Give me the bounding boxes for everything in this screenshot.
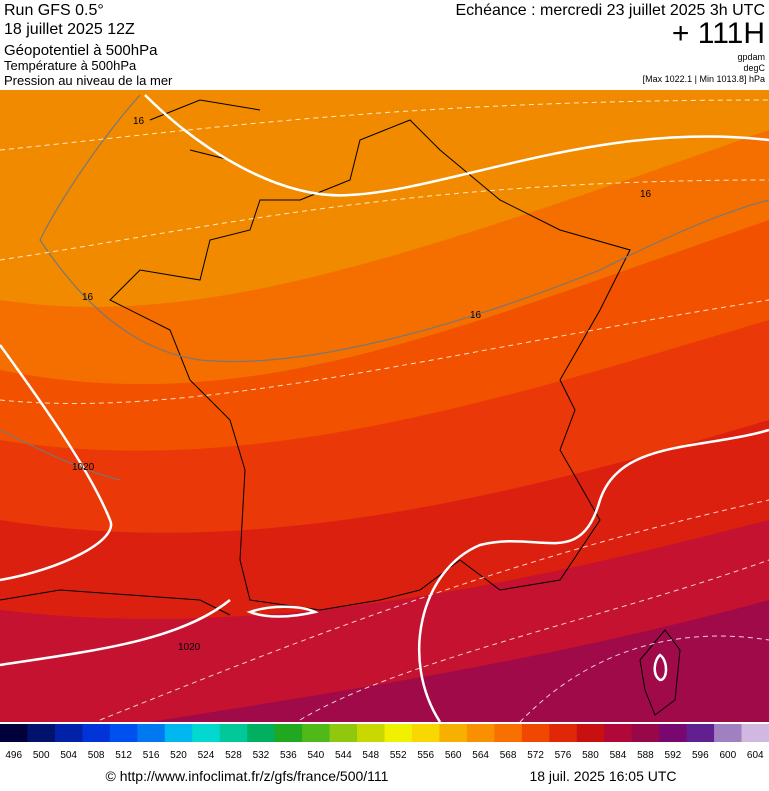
temperature <box>0 99 769 723</box>
coastline <box>0 99 681 716</box>
coastline <box>109 119 631 611</box>
color-swatch <box>357 724 385 742</box>
colorbar-label: 568 <box>500 750 517 761</box>
colorbar-label: 572 <box>527 750 544 761</box>
colorbar-label: 496 <box>5 750 22 761</box>
colorbar-label: 552 <box>390 750 407 761</box>
colorbar-label: 580 <box>582 750 599 761</box>
colorbar-label: 504 <box>60 750 77 761</box>
color-swatch <box>54 724 83 742</box>
geopotential <box>0 429 121 481</box>
contour-label: 16 <box>133 116 145 127</box>
geopotential <box>39 94 769 363</box>
color-swatch <box>714 724 743 742</box>
colorbar: 496 500 504 508 512 516 520 524 528 532 536 540 544 5… <box>0 724 769 761</box>
color-swatch <box>686 724 715 742</box>
colorbar-label: 588 <box>637 750 654 761</box>
colorbar-label: 548 <box>362 750 379 761</box>
pressure-range: [Max 1022.1 | Min 1013.8] hPa <box>643 74 765 84</box>
colorbar-label: 512 <box>115 750 132 761</box>
color-swatch <box>27 724 56 742</box>
colorbar-label: 524 <box>198 750 215 761</box>
isobar <box>144 94 769 197</box>
color-swatch <box>466 724 495 742</box>
color-swatch <box>109 724 138 742</box>
unit: degC <box>743 63 765 73</box>
colorbar-label: 520 <box>170 750 187 761</box>
map: 16 16 16 16 1020 1020 <box>0 90 769 723</box>
color-swatch <box>439 724 468 742</box>
colorbar-label: 500 <box>33 750 50 761</box>
color-swatch <box>219 724 248 742</box>
colorbar-label: 564 <box>472 750 489 761</box>
colorbar-label: 592 <box>665 750 682 761</box>
run: Run GFS 0.5° <box>4 2 104 19</box>
valid-time: Echéance : mercredi 23 juillet 2025 3h U… <box>456 2 766 19</box>
unit: gpdam <box>737 52 765 62</box>
contour-label: 1020 <box>72 462 95 473</box>
isobar <box>0 599 231 667</box>
colorbar-label: 560 <box>445 750 462 761</box>
isobar <box>418 428 769 723</box>
contour-label: 1020 <box>178 642 201 653</box>
colorbar-label: 576 <box>555 750 572 761</box>
color-swatch <box>247 724 276 742</box>
color-swatch <box>659 724 688 742</box>
colorbar-label: 596 <box>692 750 709 761</box>
color-swatch <box>302 724 331 742</box>
colorbar-label: 556 <box>417 750 434 761</box>
source-url: © http://www.infoclimat.fr/z/gfs/france/… <box>106 768 389 784</box>
color-swatch <box>192 724 221 742</box>
run-date: 18 juillet 2025 12Z <box>4 21 135 38</box>
color-swatch <box>274 724 303 742</box>
colorbar-label: 516 <box>143 750 160 761</box>
isobar <box>246 605 668 682</box>
contour-label: 16 <box>470 310 482 321</box>
color-swatch <box>494 724 523 742</box>
colorbar-label: 540 <box>307 750 324 761</box>
color-swatch <box>521 724 550 742</box>
header: Run GFS 0.5° 18 juillet 2025 12Z Géopote… <box>4 2 766 88</box>
colorbar-label: 536 <box>280 750 297 761</box>
colorbar-label: 508 <box>88 750 105 761</box>
color-swatch <box>137 724 166 742</box>
isobar <box>0 344 113 582</box>
color-swatch <box>741 724 769 742</box>
color-swatch <box>604 724 633 742</box>
color-swatch <box>82 724 111 742</box>
color-swatch <box>549 724 578 742</box>
colorbar-label: 600 <box>719 750 736 761</box>
contour-label: 16 <box>82 292 94 303</box>
color-swatch <box>0 724 28 742</box>
field: Géopotentiel à 500hPa <box>4 42 158 59</box>
colorbar-label: 584 <box>610 750 627 761</box>
contour-label: 16 <box>640 189 652 200</box>
field: Température à 500hPa <box>4 58 137 73</box>
color-swatch <box>411 724 440 742</box>
colorbar-label: 604 <box>747 750 764 761</box>
color-swatch <box>164 724 193 742</box>
band <box>150 600 769 722</box>
colorbar-label: 544 <box>335 750 352 761</box>
field: Pression au niveau de la mer <box>4 73 173 88</box>
color-swatch <box>384 724 413 742</box>
colorbar-label: 528 <box>225 750 242 761</box>
timestamp: 18 juil. 2025 16:05 UTC <box>529 768 676 784</box>
color-swatch <box>329 724 358 742</box>
color-swatch <box>631 724 660 742</box>
color-swatch <box>576 724 605 742</box>
colorbar-label: 532 <box>253 750 270 761</box>
lead-time: + 111H <box>672 17 765 50</box>
